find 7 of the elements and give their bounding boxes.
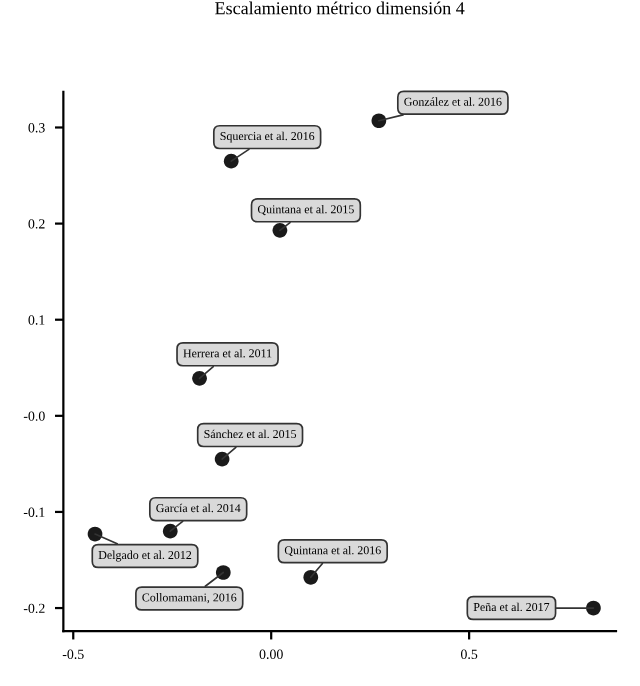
point bbox=[303, 569, 319, 585]
point bbox=[162, 523, 178, 539]
point bbox=[371, 113, 387, 129]
chart-title: Escalamiento métrico dimensión 4 bbox=[215, 1, 465, 15]
point bbox=[215, 565, 231, 580]
point bbox=[192, 370, 207, 386]
point bbox=[272, 222, 288, 238]
